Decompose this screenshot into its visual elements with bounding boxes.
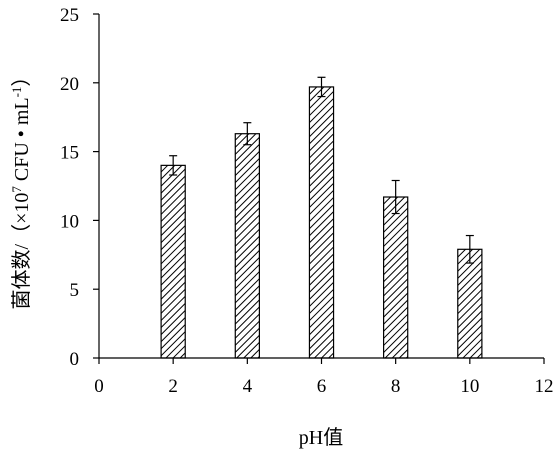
y-tick-marks — [93, 13, 99, 359]
y-tick-labels: 0 5 10 15 20 25 — [60, 5, 79, 370]
x-tick-label: 2 — [168, 376, 178, 397]
bar — [457, 248, 483, 359]
y-axis-title-exponent: -1 — [9, 87, 24, 98]
x-axis-title: pH值 — [299, 426, 343, 449]
error-bars — [169, 76, 474, 264]
bar — [160, 164, 186, 359]
y-axis-title: 菌体数/（×107 CFU • mL-1） — [9, 67, 34, 310]
y-tick-label: 10 — [60, 211, 79, 232]
bars — [160, 86, 483, 359]
x-tick-label: 4 — [243, 376, 253, 397]
x-tick-label: 10 — [460, 376, 479, 397]
y-tick-label: 25 — [60, 5, 79, 26]
bar — [308, 86, 335, 359]
x-tick-label: 0 — [94, 376, 104, 397]
y-tick-label: 15 — [60, 143, 79, 164]
x-tick-label: 12 — [535, 376, 554, 397]
y-axis-title-exponent: 7 — [9, 186, 24, 193]
y-tick-label: 0 — [70, 349, 80, 370]
y-tick-label: 5 — [70, 280, 80, 301]
bar — [383, 196, 409, 359]
x-tick-label: 6 — [317, 376, 327, 397]
bar — [234, 133, 260, 359]
x-tick-marks — [98, 358, 545, 364]
y-tick-label: 20 — [60, 74, 79, 95]
x-tick-labels: 0 2 4 6 8 10 12 — [94, 376, 553, 397]
x-tick-label: 8 — [391, 376, 401, 397]
